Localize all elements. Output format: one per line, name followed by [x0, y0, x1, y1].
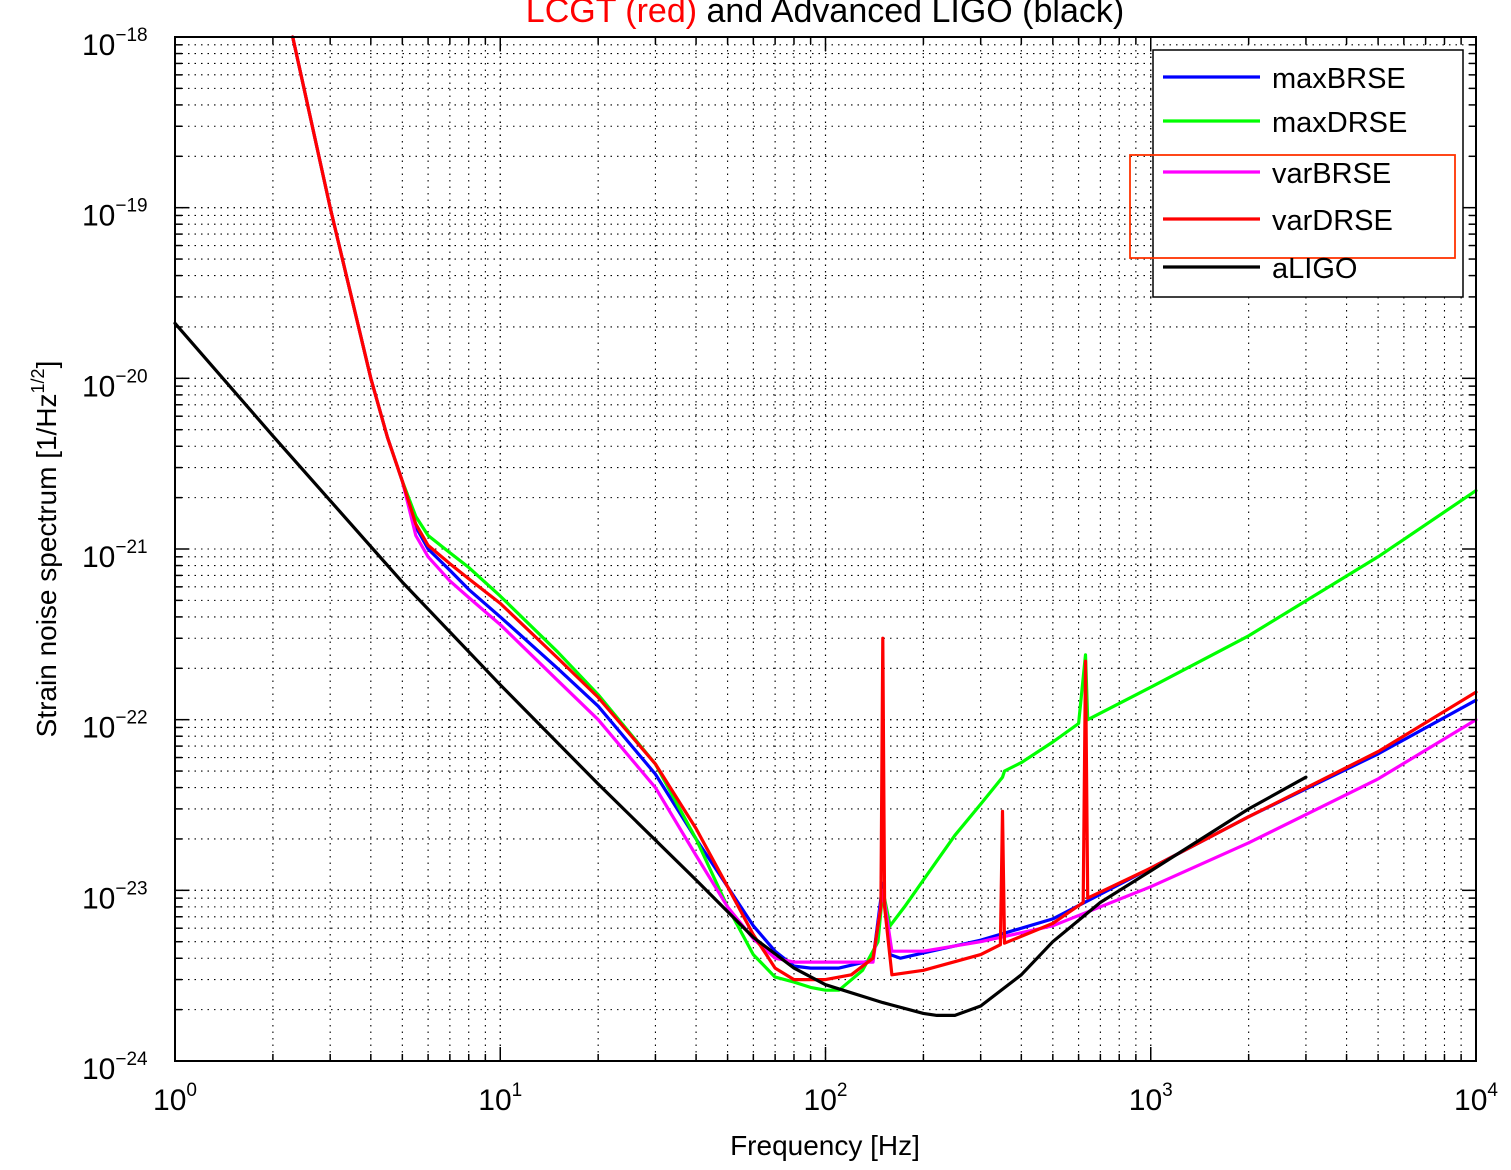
y-tick-label: 10−23	[82, 878, 148, 915]
x-axis-label: Frequency [Hz]	[730, 1130, 920, 1161]
y-tick-label: 10−21	[82, 537, 148, 574]
legend-label-aLIGO: aLIGO	[1272, 253, 1357, 285]
legend-label-varDRSE: varDRSE	[1272, 205, 1393, 237]
x-tick-label: 100	[153, 1080, 197, 1117]
series-lines	[173, 35, 1478, 1018]
x-tick-label: 103	[1129, 1080, 1173, 1117]
y-axis-label-exp: 1/2	[28, 368, 48, 393]
y-tick-label: 10−19	[82, 196, 148, 233]
chart-title-aligo: and Advanced LIGO (black)	[697, 0, 1124, 30]
grid-lines	[175, 37, 1476, 1061]
y-tick-label: 10−24	[82, 1049, 148, 1086]
series-line-varDRSE	[291, 35, 1478, 982]
lcgt-highlight-box	[1129, 154, 1456, 259]
y-axis-label-close: ]	[31, 361, 62, 369]
series-line-maxDRSE	[291, 35, 1478, 992]
x-tick-label: 102	[804, 1080, 848, 1117]
legend: maxBRSE maxDRSE varBRSE varDRSE aLIGO	[1129, 49, 1464, 298]
y-axis-label-main: Strain noise spectrum [1/Hz	[31, 393, 62, 737]
chart-title-lcgt: LCGT (red)	[526, 0, 697, 30]
series-line-aLIGO	[173, 321, 1308, 1018]
x-tick-label: 101	[478, 1080, 522, 1117]
legend-label-maxBRSE: maxBRSE	[1272, 63, 1406, 95]
legend-label-maxDRSE: maxDRSE	[1272, 107, 1407, 139]
chart-title: LCGT (red) and Advanced LIGO (black)	[526, 0, 1124, 30]
y-axis-label: Strain noise spectrum [1/Hz1/2]	[28, 361, 62, 738]
x-tick-label: 104	[1454, 1080, 1498, 1117]
y-tick-label: 10−18	[82, 25, 148, 62]
y-tick-label: 10−22	[82, 708, 148, 745]
y-tick-label: 10−20	[82, 366, 148, 403]
legend-label-varBRSE: varBRSE	[1272, 158, 1391, 190]
tick-labels: 100 101 102 103 104 10−24 10−23 10−22 10−21 10−20…	[82, 25, 1498, 1117]
